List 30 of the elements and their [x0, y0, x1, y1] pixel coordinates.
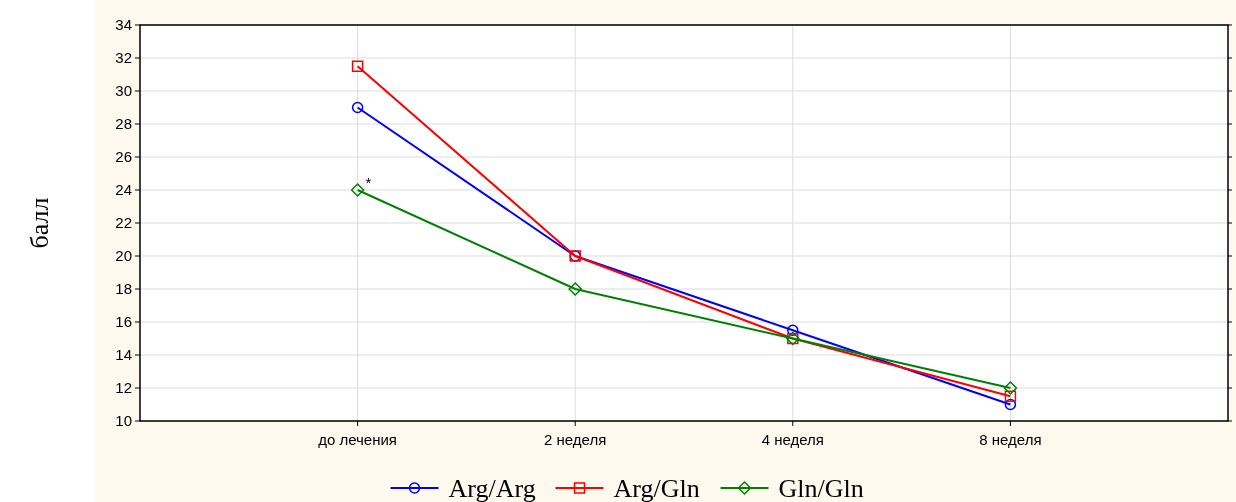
- point: [351, 60, 364, 72]
- point: [1004, 398, 1017, 411]
- y-tick-label: 10: [115, 412, 132, 430]
- y-tick-label: 24: [115, 181, 132, 199]
- y-tick-label: 20: [115, 247, 132, 265]
- point: [1003, 381, 1018, 395]
- y-tick-label: 22: [115, 214, 132, 232]
- x-tick-label: 8 неделя: [979, 431, 1042, 448]
- y-tick-label: 18: [115, 280, 132, 298]
- point: [568, 282, 582, 296]
- y-tick-label: 30: [115, 82, 132, 100]
- point: [787, 324, 799, 336]
- y-tick-label: 34: [115, 16, 132, 34]
- legend-label: Gln/Gln: [778, 474, 864, 502]
- y-tick-label: 32: [115, 49, 132, 67]
- y-tick-label: 14: [115, 346, 132, 364]
- legend-label: Arg/Arg: [448, 474, 536, 502]
- y-axis-title: балл: [25, 197, 54, 249]
- point: [351, 101, 364, 114]
- point: [1004, 390, 1017, 402]
- x-tick-label: 4 неделя: [761, 431, 824, 448]
- y-tick-label: 28: [115, 115, 132, 133]
- annotation: *: [365, 174, 372, 191]
- y-tick-label: 16: [115, 313, 132, 331]
- legend-label: Arg/Gln: [613, 474, 700, 502]
- y-tick-label: 26: [115, 148, 132, 166]
- x-tick-label: до лечения: [318, 431, 398, 448]
- point: [350, 183, 365, 197]
- y-tick-label: 12: [115, 379, 132, 397]
- x-tick-label: 2 неделя: [544, 431, 607, 448]
